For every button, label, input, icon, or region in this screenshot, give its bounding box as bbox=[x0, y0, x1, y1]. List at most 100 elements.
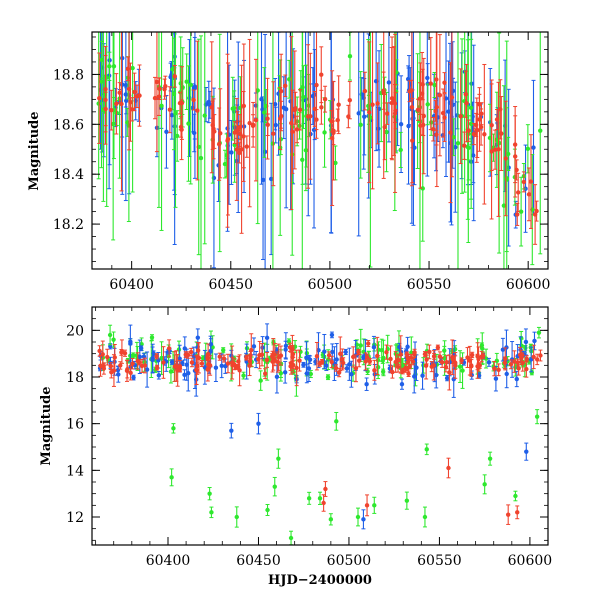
green-outlier-point bbox=[355, 507, 361, 527]
blue-data-point bbox=[486, 357, 492, 367]
blue-data-point bbox=[386, 32, 392, 143]
green-data-point bbox=[455, 32, 461, 269]
green-data-point bbox=[173, 32, 178, 208]
red-data-point bbox=[434, 32, 439, 132]
green-data-point bbox=[483, 348, 489, 369]
red-data-point bbox=[250, 114, 256, 138]
red-data-point bbox=[526, 167, 532, 222]
y-tick-label: 18.2 bbox=[53, 217, 84, 233]
red-outlier-point bbox=[505, 504, 511, 525]
green-data-point bbox=[131, 352, 136, 359]
blue-data-point bbox=[471, 127, 476, 184]
blue-outlier-point bbox=[256, 412, 261, 435]
red-data-point bbox=[234, 98, 239, 201]
green-data-point bbox=[425, 83, 430, 126]
red-data-point bbox=[469, 351, 475, 359]
green-data-point bbox=[159, 32, 164, 231]
red-data-point bbox=[392, 33, 398, 193]
blue-data-point bbox=[282, 360, 288, 384]
bottom-panel-y-axis-label: Magnitude bbox=[39, 386, 54, 465]
red-data-point bbox=[253, 58, 259, 182]
red-data-point bbox=[346, 104, 351, 129]
red-data-point bbox=[248, 350, 253, 360]
blue-data-point bbox=[150, 346, 155, 374]
x-tick-label: 60500 bbox=[308, 277, 353, 293]
red-data-point bbox=[237, 142, 242, 164]
green-outlier-point bbox=[234, 506, 239, 528]
green-outlier-point bbox=[328, 513, 334, 526]
red-data-point bbox=[528, 134, 534, 229]
red-data-point bbox=[336, 75, 341, 135]
blue-data-point bbox=[444, 375, 450, 382]
green-data-point bbox=[358, 71, 363, 179]
red-data-point bbox=[308, 52, 313, 180]
blue-data-point bbox=[349, 360, 354, 388]
green-data-point bbox=[501, 85, 507, 269]
red-data-point bbox=[524, 355, 529, 363]
red-data-point bbox=[130, 357, 135, 370]
red-data-point bbox=[535, 353, 540, 366]
red-data-point bbox=[538, 349, 543, 362]
green-outlier-point bbox=[534, 409, 540, 425]
red-data-point bbox=[466, 119, 471, 142]
red-data-point bbox=[363, 352, 368, 371]
green-data-point bbox=[300, 32, 305, 269]
blue-data-point bbox=[344, 364, 350, 373]
red-data-point bbox=[496, 363, 501, 377]
green-data-point bbox=[460, 352, 465, 389]
red-data-point bbox=[508, 359, 514, 370]
blue-data-point bbox=[329, 331, 335, 339]
green-data-point bbox=[333, 145, 338, 181]
red-data-point bbox=[338, 336, 343, 372]
green-data-point bbox=[186, 65, 191, 182]
blue-data-point bbox=[532, 331, 537, 351]
red-data-point bbox=[524, 360, 529, 378]
red-data-point bbox=[237, 354, 242, 387]
red-data-point bbox=[125, 56, 131, 82]
green-data-point bbox=[298, 345, 303, 358]
green-data-point bbox=[347, 32, 353, 81]
red-data-point bbox=[154, 32, 160, 153]
red-data-point bbox=[119, 32, 124, 192]
red-data-point bbox=[513, 115, 518, 198]
red-data-point bbox=[515, 202, 520, 226]
red-data-point bbox=[100, 340, 105, 369]
red-data-point bbox=[514, 159, 519, 181]
red-data-point bbox=[419, 51, 425, 136]
blue-data-point bbox=[399, 378, 405, 390]
green-outlier-point bbox=[288, 530, 294, 545]
blue-data-point bbox=[169, 359, 175, 365]
blue-data-point bbox=[219, 353, 224, 379]
red-data-point bbox=[482, 63, 487, 205]
blue-data-point bbox=[123, 32, 129, 202]
red-data-point bbox=[471, 122, 477, 146]
green-data-point bbox=[529, 369, 535, 376]
red-data-point bbox=[109, 365, 114, 379]
blue-data-point bbox=[322, 333, 327, 370]
green-data-point bbox=[358, 328, 363, 363]
red-data-point bbox=[492, 129, 498, 170]
blue-data-point bbox=[420, 361, 425, 390]
red-data-point bbox=[319, 358, 325, 365]
green-data-point bbox=[184, 53, 189, 110]
red-data-point bbox=[492, 360, 497, 377]
bottom-panel-frame bbox=[91, 306, 549, 546]
blue-data-point bbox=[229, 119, 234, 185]
red-data-point bbox=[477, 93, 482, 115]
red-data-point bbox=[272, 343, 278, 367]
green-outlier-point bbox=[404, 491, 410, 510]
x-tick-label: 60600 bbox=[506, 277, 551, 293]
green-data-point bbox=[149, 334, 155, 341]
blue-data-point bbox=[371, 335, 377, 359]
red-data-point bbox=[464, 63, 469, 143]
red-data-point bbox=[137, 359, 142, 366]
red-data-point bbox=[375, 62, 380, 145]
green-outlier-point bbox=[265, 504, 270, 516]
red-data-point bbox=[283, 74, 288, 98]
blue-data-point bbox=[301, 361, 306, 368]
green-data-point bbox=[496, 32, 502, 254]
blue-data-point bbox=[364, 377, 369, 391]
blue-data-point bbox=[182, 369, 187, 381]
green-data-point bbox=[221, 347, 226, 354]
red-data-point bbox=[428, 37, 433, 131]
